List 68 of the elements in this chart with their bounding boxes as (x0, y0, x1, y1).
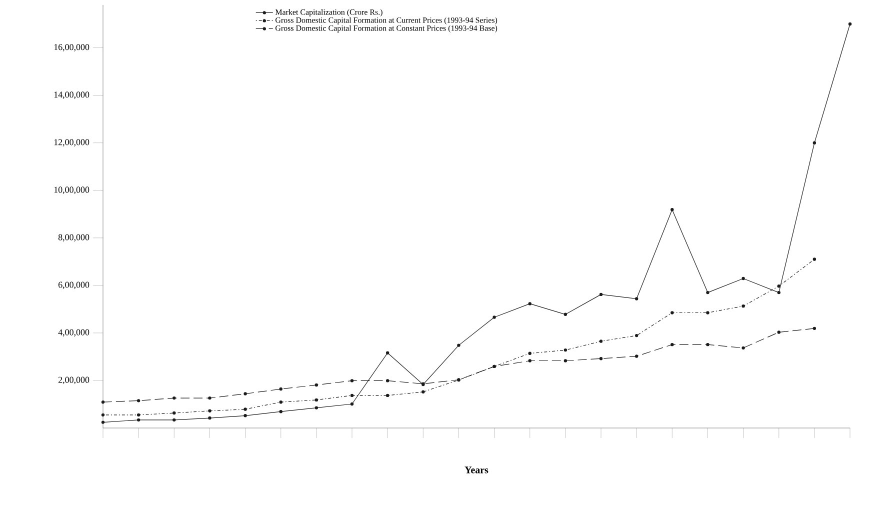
point (314, 398, 318, 402)
point (777, 290, 780, 294)
point (599, 357, 603, 360)
point (172, 418, 176, 422)
point (634, 297, 638, 300)
point (172, 411, 176, 415)
point (279, 387, 282, 391)
point (812, 141, 816, 144)
point (564, 312, 568, 316)
point (208, 396, 212, 400)
point (528, 359, 532, 362)
point (812, 258, 816, 261)
point (244, 408, 247, 411)
y-tick-label: 12,00,000 (54, 139, 90, 146)
y-tick-label: 4,00,000 (58, 329, 90, 337)
point (564, 348, 568, 352)
point (314, 406, 318, 410)
point (528, 352, 532, 355)
point (350, 394, 354, 398)
point (742, 304, 745, 308)
point (599, 340, 603, 343)
point (457, 378, 460, 382)
point (706, 342, 710, 346)
point (244, 414, 247, 418)
point (528, 302, 532, 306)
point (136, 418, 140, 422)
point (350, 379, 354, 382)
point (564, 359, 568, 362)
x-axis-title: Years (464, 466, 488, 474)
point (208, 416, 212, 420)
point (350, 402, 354, 406)
point (386, 379, 390, 382)
point (136, 413, 140, 417)
y-tick-label: 14,00,000 (54, 92, 90, 99)
point (314, 383, 318, 387)
point (101, 413, 105, 417)
point (634, 354, 638, 358)
point (492, 316, 496, 319)
point (279, 400, 282, 404)
y-tick-label: 8,00,000 (58, 234, 90, 242)
y-tick-label: 10,00,000 (54, 186, 90, 194)
point (670, 208, 674, 212)
point (101, 400, 105, 404)
point (386, 351, 390, 354)
point (848, 22, 852, 26)
point (706, 311, 710, 314)
point (422, 390, 425, 394)
y-tick-label: 16,00,000 (54, 44, 90, 52)
point (742, 276, 745, 280)
point (670, 311, 674, 314)
point (634, 334, 638, 338)
point (777, 284, 780, 288)
point (386, 394, 390, 398)
point (706, 290, 710, 294)
point (670, 342, 674, 346)
point (244, 392, 247, 396)
point (812, 326, 816, 330)
point (208, 409, 212, 412)
point (101, 420, 105, 424)
point (599, 292, 603, 296)
point (457, 344, 460, 347)
point (279, 410, 282, 414)
y-tick-label: 2,00,000 (58, 376, 90, 384)
point (742, 346, 745, 350)
y-tick-label: 6,00,000 (58, 282, 90, 290)
point (136, 399, 140, 402)
point (172, 396, 176, 400)
point (777, 330, 780, 334)
